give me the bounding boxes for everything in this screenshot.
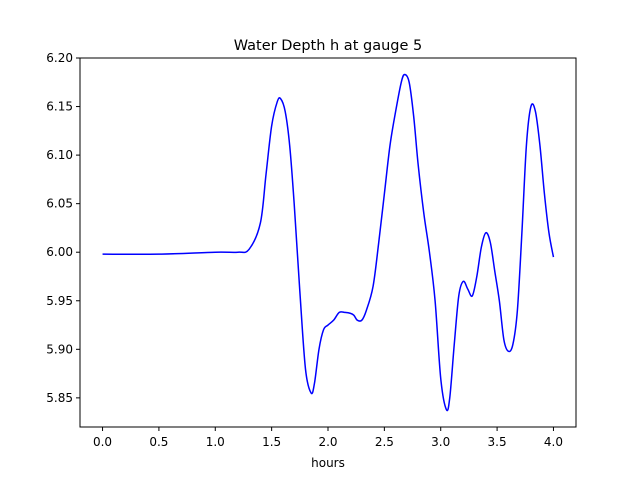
x-tick-label: 1.5 — [262, 435, 281, 449]
y-tick-label: 6.15 — [46, 100, 73, 114]
x-axis-label: hours — [311, 456, 345, 470]
y-tick-label: 5.95 — [46, 294, 73, 308]
plot-area — [102, 73, 555, 412]
y-tick-label: 6.20 — [46, 51, 73, 65]
x-tick-label: 4.0 — [544, 435, 563, 449]
y-tick-label: 6.10 — [46, 148, 73, 162]
chart-title: Water Depth h at gauge 5 — [234, 38, 422, 54]
x-tick-label: 3.0 — [431, 435, 450, 449]
y-axis: 5.85 5.90 5.95 6.00 6.05 6.10 6.15 6.20 — [46, 51, 80, 405]
series-line — [102, 73, 555, 412]
x-tick-label: 0.5 — [149, 435, 168, 449]
y-tick-label: 5.85 — [46, 391, 73, 405]
x-axis: 0.0 0.5 1.0 1.5 2.0 2.5 3.0 3.5 4.0 — [93, 427, 563, 449]
y-tick-label: 5.90 — [46, 342, 73, 356]
y-tick-label: 6.00 — [46, 245, 73, 259]
y-tick-label: 6.05 — [46, 197, 73, 211]
axes-frame — [79, 57, 577, 428]
x-tick-label: 2.0 — [318, 435, 337, 449]
x-tick-label: 3.5 — [488, 435, 507, 449]
x-tick-label: 1.0 — [206, 435, 225, 449]
x-tick-label: 0.0 — [93, 435, 112, 449]
x-tick-label: 2.5 — [375, 435, 394, 449]
